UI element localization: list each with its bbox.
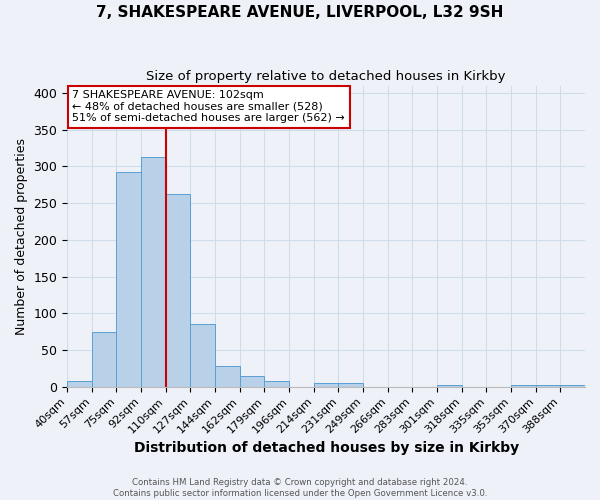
Bar (141, 157, 166, 386)
X-axis label: Distribution of detached houses by size in Kirkby: Distribution of detached houses by size … (134, 441, 518, 455)
Bar (92, 332, 116, 386)
Text: 7 SHAKESPEARE AVENUE: 102sqm
← 48% of detached houses are smaller (528)
51% of s: 7 SHAKESPEARE AVENUE: 102sqm ← 48% of de… (73, 90, 345, 124)
Bar (240, 376, 265, 386)
Bar (67, 381, 92, 386)
Bar (338, 383, 363, 386)
Bar (166, 194, 190, 386)
Bar (116, 172, 141, 386)
Text: 7, SHAKESPEARE AVENUE, LIVERPOOL, L32 9SH: 7, SHAKESPEARE AVENUE, LIVERPOOL, L32 9S… (97, 5, 503, 20)
Text: Contains HM Land Registry data © Crown copyright and database right 2024.
Contai: Contains HM Land Registry data © Crown c… (113, 478, 487, 498)
Bar (314, 383, 338, 386)
Bar (215, 366, 240, 386)
Bar (265, 381, 289, 386)
Bar (190, 324, 215, 386)
Bar (437, 384, 462, 386)
Bar (560, 384, 585, 386)
Y-axis label: Number of detached properties: Number of detached properties (15, 138, 28, 334)
Title: Size of property relative to detached houses in Kirkby: Size of property relative to detached ho… (146, 70, 506, 83)
